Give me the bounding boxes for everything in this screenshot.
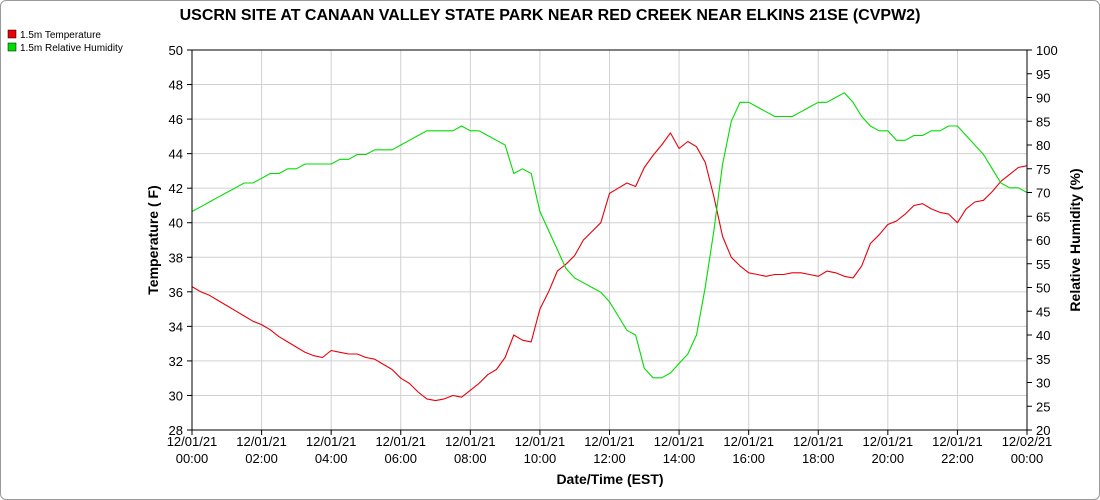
legend-label-humidity: 1.5m Relative Humidity xyxy=(20,43,123,54)
x-tick-time-label: 00:00 xyxy=(1011,451,1044,466)
right-tick-label: 20 xyxy=(1036,423,1050,438)
left-tick-label: 30 xyxy=(169,388,183,403)
legend-swatch-temperature xyxy=(7,29,17,39)
temperature-series-line xyxy=(191,132,1028,402)
plot-area xyxy=(191,49,1028,431)
x-tick-time-label: 20:00 xyxy=(872,451,905,466)
left-tick-label: 36 xyxy=(169,285,183,300)
x-tick-date-label: 12/02/21 xyxy=(1002,434,1053,449)
x-tick-time-label: 00:00 xyxy=(176,451,209,466)
right-tick-label: 65 xyxy=(1036,209,1050,224)
left-tick-label: 28 xyxy=(169,423,183,438)
right-tick-label: 45 xyxy=(1036,304,1050,319)
x-tick-time-label: 04:00 xyxy=(315,451,348,466)
x-tick-time-label: 22:00 xyxy=(941,451,974,466)
right-tick-label: 95 xyxy=(1036,67,1050,82)
x-tick-date-label: 12/01/21 xyxy=(584,434,635,449)
left-tick-label: 42 xyxy=(169,181,183,196)
right-tick-label: 25 xyxy=(1036,399,1050,414)
x-tick-time-label: 02:00 xyxy=(245,451,278,466)
x-axis-ticks: 12/01/21 00:00 12/01/21 02:00 12/01/21 04:00 1… xyxy=(167,430,1053,466)
right-tick-label: 80 xyxy=(1036,138,1050,153)
x-tick-date-label: 12/01/21 xyxy=(863,434,914,449)
y-axis-label-right: Relative Humidity (%) xyxy=(1067,168,1083,311)
x-tick-date-label: 12/01/21 xyxy=(236,434,287,449)
right-tick-label: 75 xyxy=(1036,162,1050,177)
x-axis-label: Date/Time (EST) xyxy=(556,471,663,487)
right-tick-label: 70 xyxy=(1036,186,1050,201)
legend: 1.5m Temperature 1.5m Relative Humidity xyxy=(7,29,123,54)
x-tick-date-label: 12/01/21 xyxy=(932,434,983,449)
left-tick-label: 44 xyxy=(169,147,183,162)
x-tick-time-label: 10:00 xyxy=(524,451,557,466)
left-axis-ticks: 28 30 32 34 36 38 40 42 44 46 48 50 xyxy=(169,43,192,438)
x-tick-date-label: 12/01/21 xyxy=(167,434,218,449)
legend-swatch-humidity xyxy=(7,42,17,52)
right-tick-label: 40 xyxy=(1036,328,1050,343)
right-axis-ticks: 20 25 30 35 40 45 50 55 60 65 70 75 80 85 90 95 100 xyxy=(1027,43,1058,438)
right-tick-label: 30 xyxy=(1036,376,1050,391)
chart-title: USCRN SITE AT CANAAN VALLEY STATE PARK N… xyxy=(180,7,921,24)
left-tick-label: 46 xyxy=(169,112,183,127)
left-tick-label: 32 xyxy=(169,354,183,369)
x-tick-date-label: 12/01/21 xyxy=(793,434,844,449)
x-tick-time-label: 08:00 xyxy=(454,451,487,466)
left-tick-label: 38 xyxy=(169,250,183,265)
left-tick-label: 34 xyxy=(169,319,183,334)
x-tick-date-label: 12/01/21 xyxy=(445,434,496,449)
x-tick-date-label: 12/01/21 xyxy=(515,434,566,449)
right-tick-label: 60 xyxy=(1036,233,1050,248)
grid xyxy=(191,49,1028,431)
x-tick-date-label: 12/01/21 xyxy=(654,434,705,449)
right-tick-label: 50 xyxy=(1036,281,1050,296)
right-tick-label: 100 xyxy=(1036,43,1058,58)
x-tick-time-label: 12:00 xyxy=(593,451,626,466)
x-tick-time-label: 16:00 xyxy=(732,451,765,466)
right-tick-label: 55 xyxy=(1036,257,1050,272)
left-tick-label: 48 xyxy=(169,78,183,93)
right-tick-label: 35 xyxy=(1036,352,1050,367)
x-tick-date-label: 12/01/21 xyxy=(306,434,357,449)
x-tick-time-label: 14:00 xyxy=(663,451,696,466)
legend-label-temperature: 1.5m Temperature xyxy=(20,30,101,41)
y-axis-label-left: Temperature ( F) xyxy=(145,185,161,294)
right-tick-label: 90 xyxy=(1036,91,1050,106)
x-tick-date-label: 12/01/21 xyxy=(375,434,426,449)
series-layer xyxy=(191,92,1028,402)
left-tick-label: 50 xyxy=(169,43,183,58)
x-tick-time-label: 18:00 xyxy=(802,451,835,466)
left-tick-label: 40 xyxy=(169,216,183,231)
right-tick-label: 85 xyxy=(1036,114,1050,129)
x-tick-date-label: 12/01/21 xyxy=(723,434,774,449)
humidity-series-line xyxy=(191,92,1028,379)
x-tick-time-label: 06:00 xyxy=(384,451,417,466)
